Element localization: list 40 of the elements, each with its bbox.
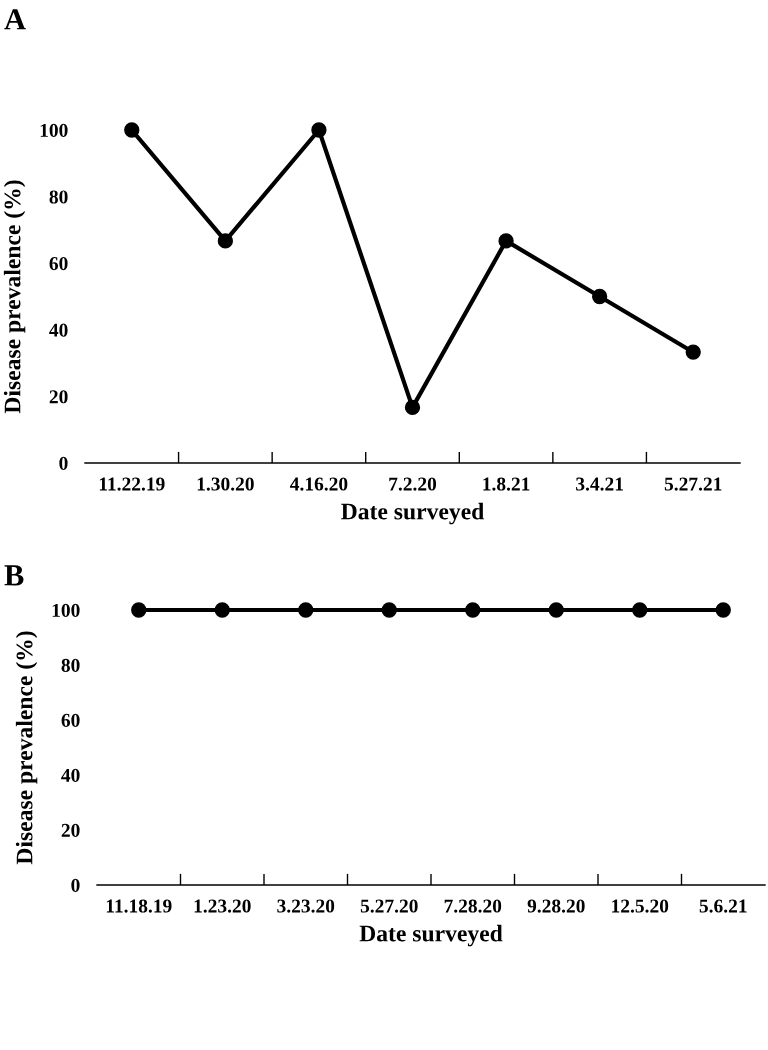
x-axis-title: Date surveyed bbox=[359, 924, 503, 947]
y-tick-label: 40 bbox=[61, 768, 80, 782]
x-tick-label: 7.2.20 bbox=[389, 477, 437, 491]
y-tick-label: 80 bbox=[49, 190, 68, 204]
point bbox=[311, 122, 327, 138]
x-tick-label: 4.16.20 bbox=[290, 477, 348, 491]
x-tick-label: 3.4.21 bbox=[576, 477, 623, 491]
y-axis-title: Disease prevalence (%) bbox=[3, 180, 26, 414]
y-tick-label: 100 bbox=[52, 603, 80, 617]
y-tick-label: 40 bbox=[49, 323, 68, 337]
x-tick-label: 7.28.20 bbox=[444, 899, 502, 913]
y-tick-label: 100 bbox=[40, 123, 68, 137]
y-axis-title: Disease prevalence (%) bbox=[15, 631, 38, 865]
y-tick-label: 80 bbox=[61, 658, 80, 672]
y-tick-label: 0 bbox=[59, 456, 68, 470]
chart-title: A bbox=[4, 9, 26, 30]
point bbox=[404, 399, 421, 416]
y-tick-label: 60 bbox=[61, 713, 80, 727]
point bbox=[685, 344, 701, 360]
x-tick-label: 1.30.20 bbox=[197, 477, 254, 491]
x-tick-label: 9.28.20 bbox=[527, 899, 585, 913]
chart-title: B bbox=[4, 565, 24, 586]
point bbox=[124, 122, 140, 138]
y-tick-label: 20 bbox=[49, 390, 68, 404]
x-tick-label: 12.5.20 bbox=[612, 899, 669, 913]
x-tick-label: 3.23.20 bbox=[277, 899, 335, 913]
point bbox=[217, 233, 233, 249]
x-tick-label: 11.18.19 bbox=[106, 899, 172, 913]
point bbox=[498, 233, 514, 249]
x-tick-label: 11.22.19 bbox=[99, 477, 165, 491]
x-tick-label: 1.8.21 bbox=[483, 477, 530, 491]
x-tick-label: 1.23.20 bbox=[194, 899, 251, 913]
x-axis-title: Date surveyed bbox=[341, 502, 485, 525]
y-tick-label: 0 bbox=[71, 878, 80, 892]
point bbox=[592, 288, 608, 305]
y-tick-label: 20 bbox=[61, 823, 80, 837]
x-tick-label: 5.27.21 bbox=[664, 477, 722, 491]
x-tick-label: 5.6.21 bbox=[699, 899, 747, 913]
y-tick-label: 60 bbox=[49, 257, 68, 271]
x-tick-label: 5.27.20 bbox=[360, 899, 418, 913]
